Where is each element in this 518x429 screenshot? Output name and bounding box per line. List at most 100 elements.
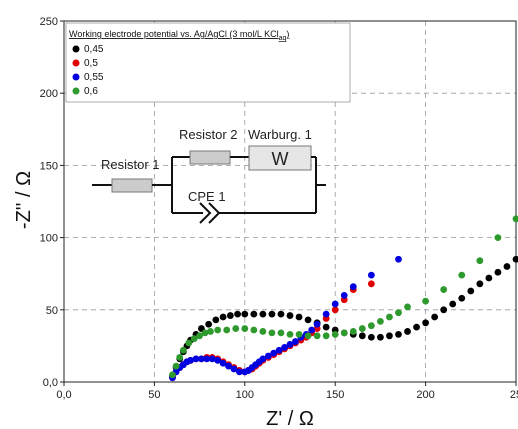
data-point	[277, 329, 285, 337]
plot-frame	[63, 20, 517, 383]
legend-title-main: Working electrode potential vs. Ag/AgCl …	[69, 29, 279, 39]
legend-label-1: 0,5	[84, 58, 98, 69]
x-tick-label: 200	[416, 389, 434, 401]
y-tick-label: 250	[40, 16, 58, 28]
data-point	[494, 234, 502, 242]
data-point	[349, 283, 357, 291]
data-point	[308, 326, 316, 334]
data-point	[431, 313, 439, 321]
data-point	[169, 371, 176, 379]
data-point	[198, 355, 205, 363]
data-point	[413, 323, 420, 331]
data-point	[241, 325, 249, 332]
data-point	[176, 354, 184, 361]
data-point	[214, 356, 222, 364]
x-tick-label: 150	[326, 389, 344, 401]
legend-label-3: 0,6	[84, 86, 98, 97]
data-point	[440, 306, 448, 314]
legend-label-2: 0,55	[84, 72, 104, 83]
data-point	[467, 287, 475, 295]
x-tick-label: 100	[236, 389, 254, 401]
data-point	[295, 330, 303, 338]
x-tick-labels: 0,0 50 100 150 200 25	[56, 389, 518, 401]
data-point	[270, 349, 278, 357]
data-point	[207, 328, 214, 335]
data-point	[367, 322, 375, 330]
data-point	[458, 271, 466, 279]
cpe-label: CPE 1	[188, 189, 226, 204]
data-point	[331, 300, 339, 308]
data-point	[358, 325, 366, 332]
data-point	[235, 368, 243, 376]
data-point	[203, 355, 211, 363]
data-point	[219, 313, 227, 321]
data-point	[404, 303, 411, 311]
data-point	[250, 310, 258, 318]
legend-title: Working electrode potential vs. Ag/AgCl …	[69, 29, 289, 42]
resistor-2-label: Resistor 2	[179, 127, 238, 142]
y-tick-label: 0,0	[43, 377, 58, 389]
data-point	[358, 332, 366, 340]
data-point	[422, 319, 429, 327]
data-point	[208, 355, 216, 363]
data-point	[512, 255, 518, 263]
data-point	[275, 346, 283, 354]
data-point	[234, 310, 241, 318]
axis-ticks	[60, 20, 517, 386]
data-point	[264, 352, 272, 360]
data-point	[367, 333, 375, 341]
y-tick-labels: 0,0 50 100 150 200 250	[40, 16, 58, 389]
data-point	[225, 362, 232, 370]
data-point	[192, 355, 200, 363]
data-point	[331, 306, 339, 314]
data-point	[449, 300, 457, 308]
legend-title-subscript: aq	[279, 35, 287, 42]
data-point	[219, 359, 227, 367]
warburg-symbol-text: W	[272, 149, 289, 169]
resistor-1-label: Resistor 1	[101, 157, 160, 172]
data-point	[268, 329, 276, 337]
x-tick-label: 50	[148, 389, 160, 401]
data-point	[286, 312, 294, 319]
y-tick-label: 200	[40, 88, 58, 100]
x-tick-label: 25	[510, 389, 518, 401]
legend-marker-2	[72, 73, 80, 81]
data-point	[190, 335, 198, 343]
data-point	[187, 356, 194, 364]
data-point	[395, 255, 402, 263]
data-point	[259, 310, 267, 318]
data-point	[232, 325, 240, 332]
data-point	[268, 310, 276, 318]
data-point	[214, 326, 222, 334]
data-point	[223, 326, 231, 334]
warburg-symbol-box	[248, 145, 312, 171]
data-point	[250, 326, 258, 334]
data-point	[340, 329, 348, 337]
data-point	[313, 320, 321, 328]
legend-marker-3	[72, 87, 80, 95]
data-point	[422, 297, 429, 305]
data-point	[340, 291, 348, 299]
data-point	[485, 274, 493, 282]
data-point	[295, 313, 303, 321]
data-point	[395, 330, 402, 338]
data-point	[367, 280, 375, 288]
data-point	[476, 280, 484, 288]
data-point	[503, 263, 511, 270]
legend-marker-0	[72, 45, 80, 53]
y-axis-title: -Z'' / Ω	[13, 171, 35, 229]
data-point	[201, 329, 209, 337]
data-point	[226, 312, 234, 319]
data-point	[172, 362, 180, 370]
data-point	[230, 365, 238, 373]
data-point	[458, 294, 466, 302]
data-point	[179, 346, 187, 354]
data-point	[277, 310, 285, 318]
resistor-2-symbol	[189, 150, 231, 165]
x-axis-title: Z' / Ω	[266, 408, 314, 429]
data-point	[259, 328, 267, 335]
data-point	[205, 320, 213, 328]
data-point	[196, 332, 204, 340]
data-point	[494, 268, 502, 276]
